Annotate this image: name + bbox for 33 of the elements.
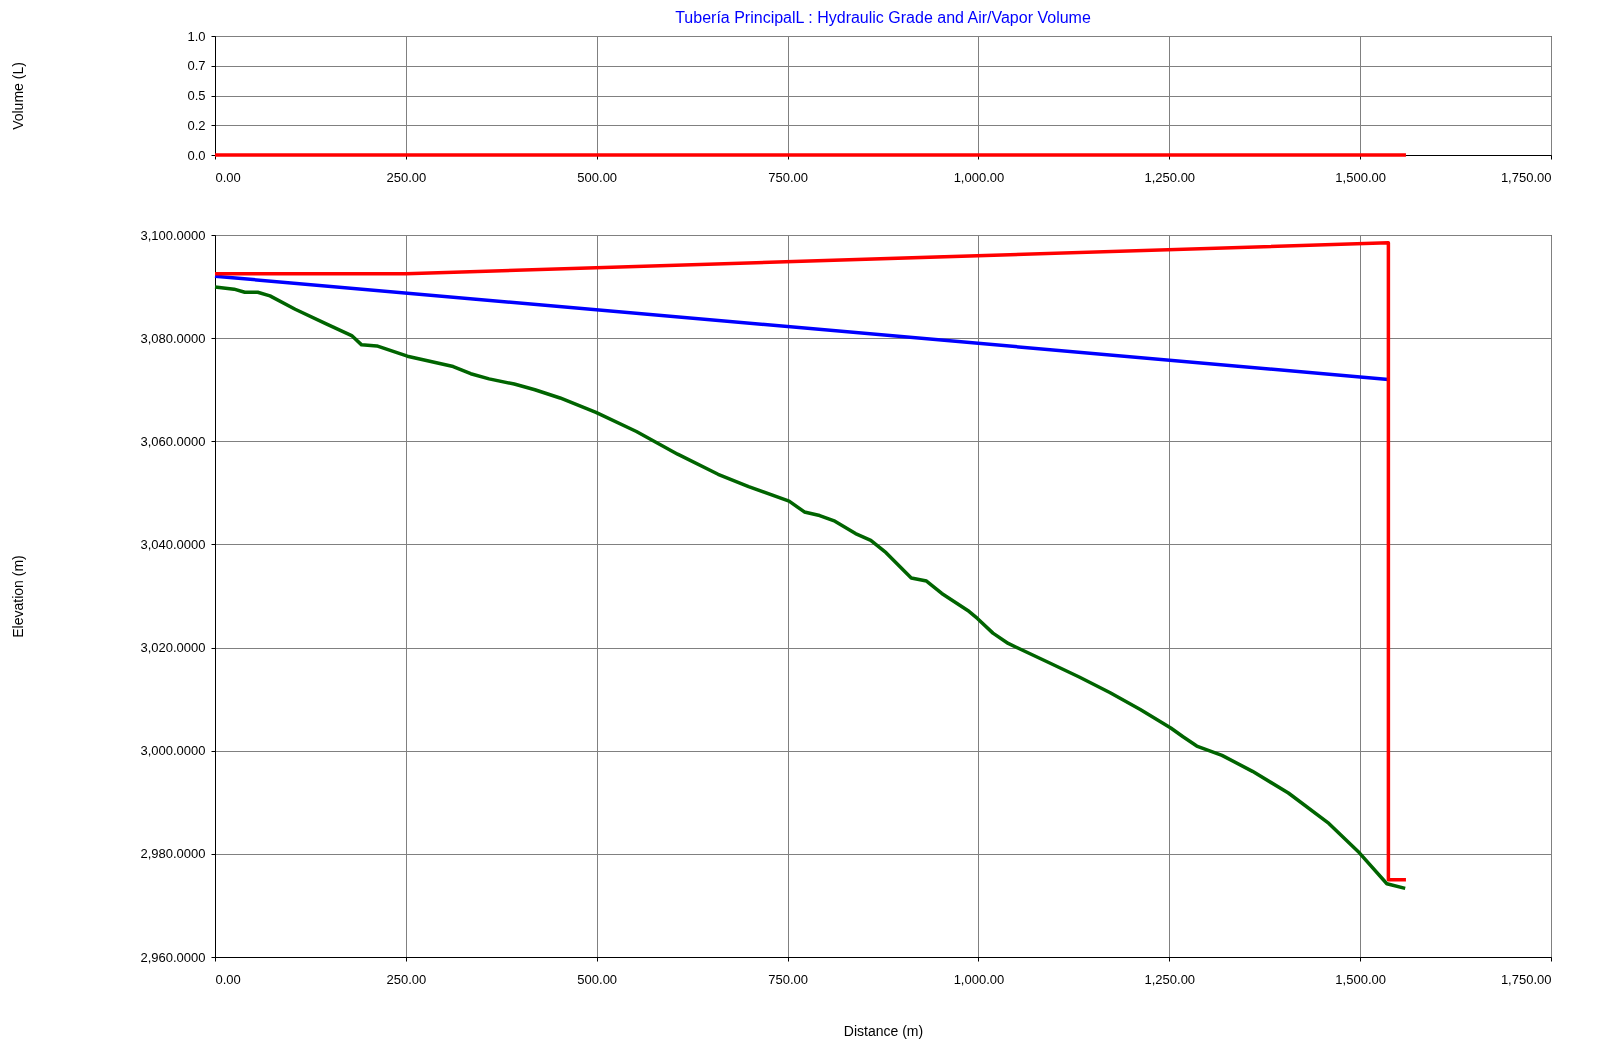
- x-tick-label: 1,250.00: [1144, 169, 1196, 185]
- x-axis-title: Distance (m): [843, 1022, 924, 1039]
- x-tick-label: 0.00: [215, 169, 241, 185]
- y-tick-label: 3,020.0000: [140, 640, 206, 656]
- x-tick-label: 750.00: [768, 971, 808, 987]
- x-tick-label: 250.00: [386, 169, 427, 185]
- x-tick-label: 1,750.00: [1500, 971, 1552, 987]
- x-tick-label: 750.00: [768, 169, 808, 185]
- y-tick-label: 1.0: [187, 28, 206, 44]
- x-tick-label: 250.00: [386, 971, 427, 987]
- y-tick-label: 2,960.0000: [140, 949, 206, 965]
- x-tick-label: 0.00: [215, 971, 241, 987]
- x-tick-label: 1,250.00: [1144, 971, 1196, 987]
- x-tick-label: 1,000.00: [953, 971, 1005, 987]
- x-tick-label: 1,750.00: [1500, 169, 1552, 185]
- x-tick-label: 1,500.00: [1335, 971, 1386, 987]
- y-tick-label: 0.0: [187, 147, 206, 163]
- y-axis-title: Elevation (m): [9, 555, 26, 638]
- y-tick-label: 0.2: [187, 117, 206, 133]
- y-tick-label: 3,100.0000: [140, 227, 206, 243]
- y-tick-label: 3,040.0000: [140, 536, 206, 552]
- y-tick-label: 3,060.0000: [140, 433, 206, 449]
- x-tick-label: 1,000.00: [953, 169, 1005, 185]
- x-tick-label: 1,500.00: [1335, 169, 1386, 185]
- y-axis-title: Volume (L): [9, 62, 26, 130]
- y-tick-label: 3,000.0000: [140, 743, 206, 759]
- y-tick-label: 2,980.0000: [140, 846, 206, 862]
- chart-title: Tubería PrincipalL : Hydraulic Grade and Air/Vapor Volume: [675, 9, 1091, 26]
- x-tick-label: 500.00: [577, 971, 618, 987]
- y-tick-label: 3,080.0000: [140, 330, 206, 346]
- x-tick-label: 500.00: [577, 169, 618, 185]
- y-tick-label: 0.5: [187, 88, 206, 103]
- y-tick-label: 0.7: [187, 58, 206, 74]
